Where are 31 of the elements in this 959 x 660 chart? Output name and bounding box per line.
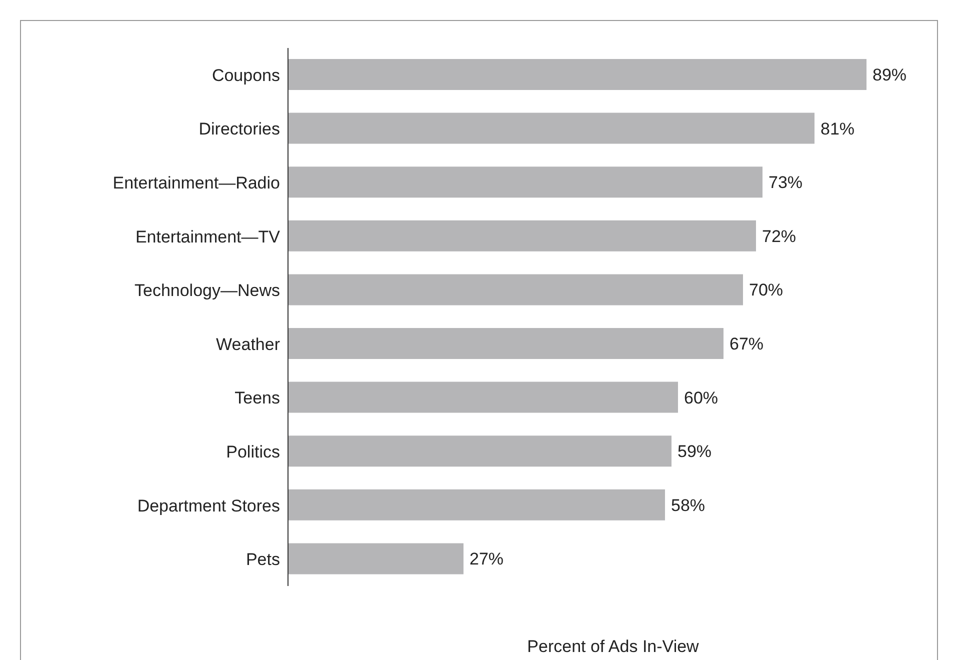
data-label: 67% (730, 334, 764, 354)
bar (288, 436, 672, 467)
bar (288, 220, 756, 252)
y-tick-label: Department Stores (137, 496, 280, 516)
bar (288, 112, 814, 144)
data-label: 70% (749, 280, 784, 300)
data-label: 27% (470, 550, 504, 569)
bar (288, 489, 665, 520)
y-tick-label: Politics (226, 442, 280, 462)
y-tick-label: Directories (198, 120, 280, 139)
data-label: 72% (762, 226, 796, 246)
data-label: 58% (671, 496, 706, 515)
bar (288, 328, 724, 359)
data-label: 89% (872, 66, 907, 85)
data-label: 81% (820, 119, 855, 138)
bar (288, 59, 866, 90)
y-tick-label: Coupons (212, 66, 280, 85)
bar (288, 166, 762, 198)
bar (288, 274, 743, 306)
bar (288, 543, 464, 574)
data-label: 73% (768, 173, 803, 192)
data-label: 59% (678, 442, 712, 462)
y-tick-label: Entertainment—Radio (112, 174, 280, 193)
y-tick-label: Entertainment—TV (135, 227, 281, 246)
y-tick-label: Teens (234, 388, 280, 408)
y-tick-label: Weather (216, 334, 280, 354)
y-tick-label: Technology—News (134, 281, 280, 300)
y-tick-label: Pets (246, 550, 280, 570)
data-label: 60% (684, 388, 718, 408)
bar (288, 382, 678, 413)
x-axis-title: Percent of Ads In-View (527, 637, 700, 656)
